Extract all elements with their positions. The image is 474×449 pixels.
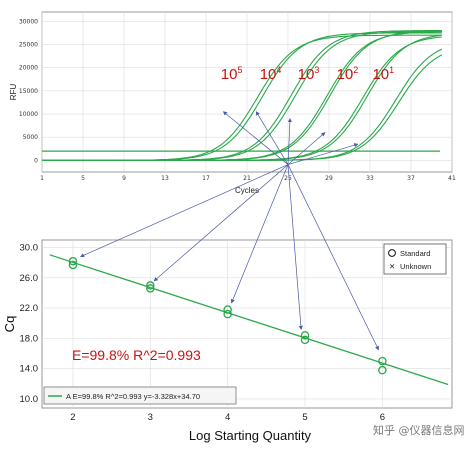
amp-x-tick: 1 <box>40 175 44 182</box>
dilution-label: 104 <box>260 65 282 83</box>
connector-arrow-down <box>153 164 289 282</box>
amp-y-tick: 5000 <box>23 134 38 141</box>
amp-x-tick: 41 <box>448 175 456 182</box>
unknown-legend-label: Unknown <box>400 262 431 271</box>
standard-curve-fit <box>49 254 449 386</box>
std-y-tick: 26.0 <box>20 273 39 284</box>
efficiency-annotation: E=99.8% R^2=0.993 <box>72 347 201 363</box>
amp-x-tick: 25 <box>284 175 292 182</box>
std-x-tick: 3 <box>148 412 153 423</box>
standard-point <box>223 305 232 314</box>
standard-point <box>146 281 155 290</box>
amp-x-tick: 9 <box>122 175 126 182</box>
fit-legend: A E=99.8% R^2=0.993 y=-3.328x+34.70 <box>43 386 237 405</box>
std-x-tick: 6 <box>380 412 385 423</box>
std-y-tick: 30.0 <box>20 243 39 254</box>
std-y-tick: 18.0 <box>20 333 39 344</box>
standard-point <box>68 256 78 266</box>
standard-point <box>146 284 155 293</box>
std-y-tick: 22.0 <box>20 303 39 314</box>
point-legend: Standard ✕ Unknown <box>383 243 447 275</box>
dilution-label: 103 <box>298 65 320 83</box>
amp-y-tick: 30000 <box>19 18 38 25</box>
connector-arrow-up <box>287 132 326 165</box>
std-y-tick: 14.0 <box>20 364 39 375</box>
standard-point <box>300 331 310 340</box>
fit-legend-box <box>43 386 237 405</box>
standard-point <box>223 309 232 319</box>
dilution-label: 101 <box>372 65 394 83</box>
watermark: 知乎 @仪器信息网 <box>373 423 465 437</box>
amp-y-tick: 25000 <box>19 41 38 48</box>
standard-curve-y-axis-label: Cq <box>2 316 17 333</box>
dilution-label: 105 <box>221 65 243 83</box>
connector-arrow-up <box>222 111 289 165</box>
standard-curve-grid <box>42 240 452 408</box>
connector-arrow-up <box>287 143 359 165</box>
amp-x-tick: 33 <box>366 175 374 182</box>
connector-arrow-down <box>80 164 289 258</box>
unknown-legend-icon: ✕ <box>389 262 395 271</box>
amp-y-tick: 0 <box>34 157 38 164</box>
amp-x-tick: 17 <box>202 175 210 182</box>
connector-arrow-up <box>255 111 289 165</box>
amp-x-tick: 21 <box>243 175 251 182</box>
std-x-tick: 2 <box>70 412 75 423</box>
standard-curve-points <box>68 256 387 375</box>
standard-point <box>68 260 78 270</box>
connector-arrow-down <box>287 164 379 351</box>
dilution-labels: 105 104 103 102 101 <box>221 65 394 83</box>
dilution-label: 102 <box>337 65 359 83</box>
std-x-tick: 4 <box>225 412 230 423</box>
amplification-plot: 1 5 9 13 17 21 25 29 33 37 41 0 5000 10000 15000 20000… <box>9 11 456 195</box>
standard-curve-y-ticks: 10.0 14.0 18.0 22.0 26.0 30.0 <box>20 243 39 405</box>
amp-y-tick: 10000 <box>19 111 38 118</box>
connector-arrow-up <box>287 117 292 165</box>
amplification-y-axis-label: RFU <box>9 84 18 101</box>
connector-arrow-down <box>287 164 303 330</box>
amp-y-tick: 20000 <box>19 65 38 72</box>
amp-x-tick: 13 <box>161 175 169 182</box>
connector-arrow-down <box>230 164 289 304</box>
amp-y-tick: 15000 <box>19 88 38 95</box>
standard-curve-x-axis-label: Log Starting Quantity <box>189 428 312 443</box>
amplification-x-ticks: 1 5 9 13 17 21 25 29 33 37 41 <box>40 175 456 182</box>
std-y-tick: 10.0 <box>20 394 39 405</box>
standard-point <box>378 365 387 375</box>
standard-curve-x-ticks: 2 3 4 5 6 <box>70 412 385 423</box>
amp-x-tick: 5 <box>81 175 85 182</box>
standard-curve-plot: 2 3 4 5 6 10.0 14.0 18.0 22.0 26.0 30.0 Cq Log St… <box>2 239 453 443</box>
standard-point <box>300 335 310 345</box>
connector-arrows <box>80 111 379 351</box>
amplification-grid <box>41 12 453 172</box>
standard-legend-icon <box>388 249 396 257</box>
amp-x-tick: 29 <box>325 175 333 182</box>
amplification-x-axis-label: Cycles <box>235 186 259 195</box>
amplification-curve <box>42 54 443 161</box>
std-x-tick: 5 <box>302 412 307 423</box>
point-legend-box <box>383 243 447 275</box>
amplification-curves <box>42 30 443 161</box>
fit-legend-label: A E=99.8% R^2=0.993 y=-3.328x+34.70 <box>66 392 200 401</box>
standard-point <box>378 356 387 366</box>
amp-x-tick: 37 <box>407 175 415 182</box>
regression-line <box>49 254 449 386</box>
amplification-y-ticks: 0 5000 10000 15000 20000 25000 30000 <box>19 18 38 164</box>
standard-legend-label: Standard <box>400 249 430 258</box>
